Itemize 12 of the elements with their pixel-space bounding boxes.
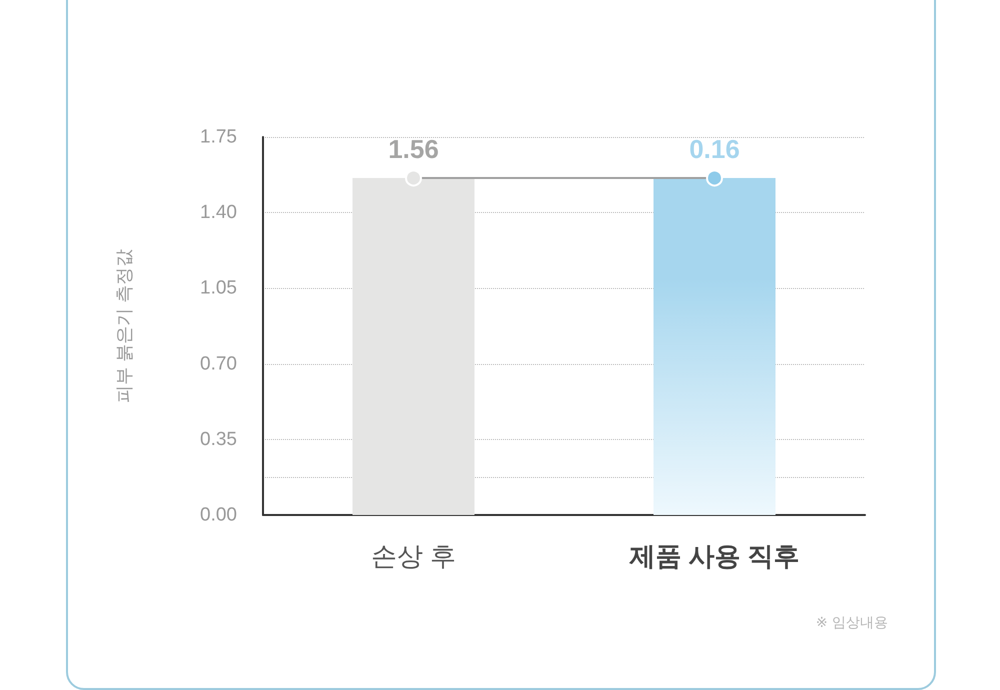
- x-tick-label: 제품 사용 직후: [628, 541, 800, 571]
- annotation: 0.16: [689, 134, 740, 164]
- y-tick-label: 1.05: [200, 278, 237, 299]
- y-tick-label: 0.00: [200, 504, 237, 526]
- x-tick-label: 손상 후: [370, 541, 456, 571]
- y-tick-label: 1.75: [200, 126, 237, 148]
- y-tick-label: 0.70: [200, 353, 237, 374]
- text: ※ 임상내용: [816, 614, 888, 632]
- y-tick-label: 0.35: [200, 428, 237, 450]
- y-tick-label: 1.40: [200, 202, 237, 224]
- annotation: 1.56: [388, 134, 439, 164]
- y-axis-title: 피부 붉은기 측정값: [114, 248, 134, 404]
